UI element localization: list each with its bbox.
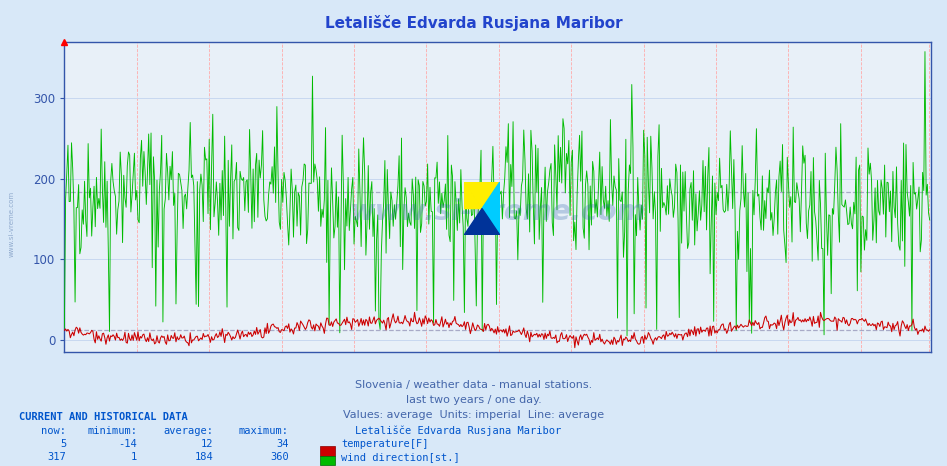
- Polygon shape: [482, 182, 500, 235]
- Text: Letališče Edvarda Rusjana Maribor: Letališče Edvarda Rusjana Maribor: [355, 426, 562, 436]
- Text: wind direction[st.]: wind direction[st.]: [341, 452, 459, 462]
- Text: last two years / one day.: last two years / one day.: [405, 395, 542, 404]
- Text: 1: 1: [131, 452, 137, 462]
- Text: now:: now:: [42, 426, 66, 436]
- Text: www.si-vreme.com: www.si-vreme.com: [349, 199, 646, 226]
- Text: CURRENT AND HISTORICAL DATA: CURRENT AND HISTORICAL DATA: [19, 412, 188, 422]
- Text: average:: average:: [163, 426, 213, 436]
- Polygon shape: [464, 182, 482, 209]
- Text: maximum:: maximum:: [239, 426, 289, 436]
- Text: 317: 317: [47, 452, 66, 462]
- Text: www.si-vreme.com: www.si-vreme.com: [9, 191, 14, 257]
- Text: minimum:: minimum:: [87, 426, 137, 436]
- Text: 12: 12: [201, 439, 213, 449]
- Text: 360: 360: [270, 452, 289, 462]
- Text: 34: 34: [277, 439, 289, 449]
- Text: Letališče Edvarda Rusjana Maribor: Letališče Edvarda Rusjana Maribor: [325, 15, 622, 31]
- Text: 184: 184: [194, 452, 213, 462]
- Text: -14: -14: [118, 439, 137, 449]
- Text: temperature[F]: temperature[F]: [341, 439, 428, 449]
- Polygon shape: [464, 182, 500, 209]
- Polygon shape: [464, 209, 500, 235]
- Text: Values: average  Units: imperial  Line: average: Values: average Units: imperial Line: av…: [343, 410, 604, 419]
- Text: 5: 5: [60, 439, 66, 449]
- Text: Slovenia / weather data - manual stations.: Slovenia / weather data - manual station…: [355, 380, 592, 390]
